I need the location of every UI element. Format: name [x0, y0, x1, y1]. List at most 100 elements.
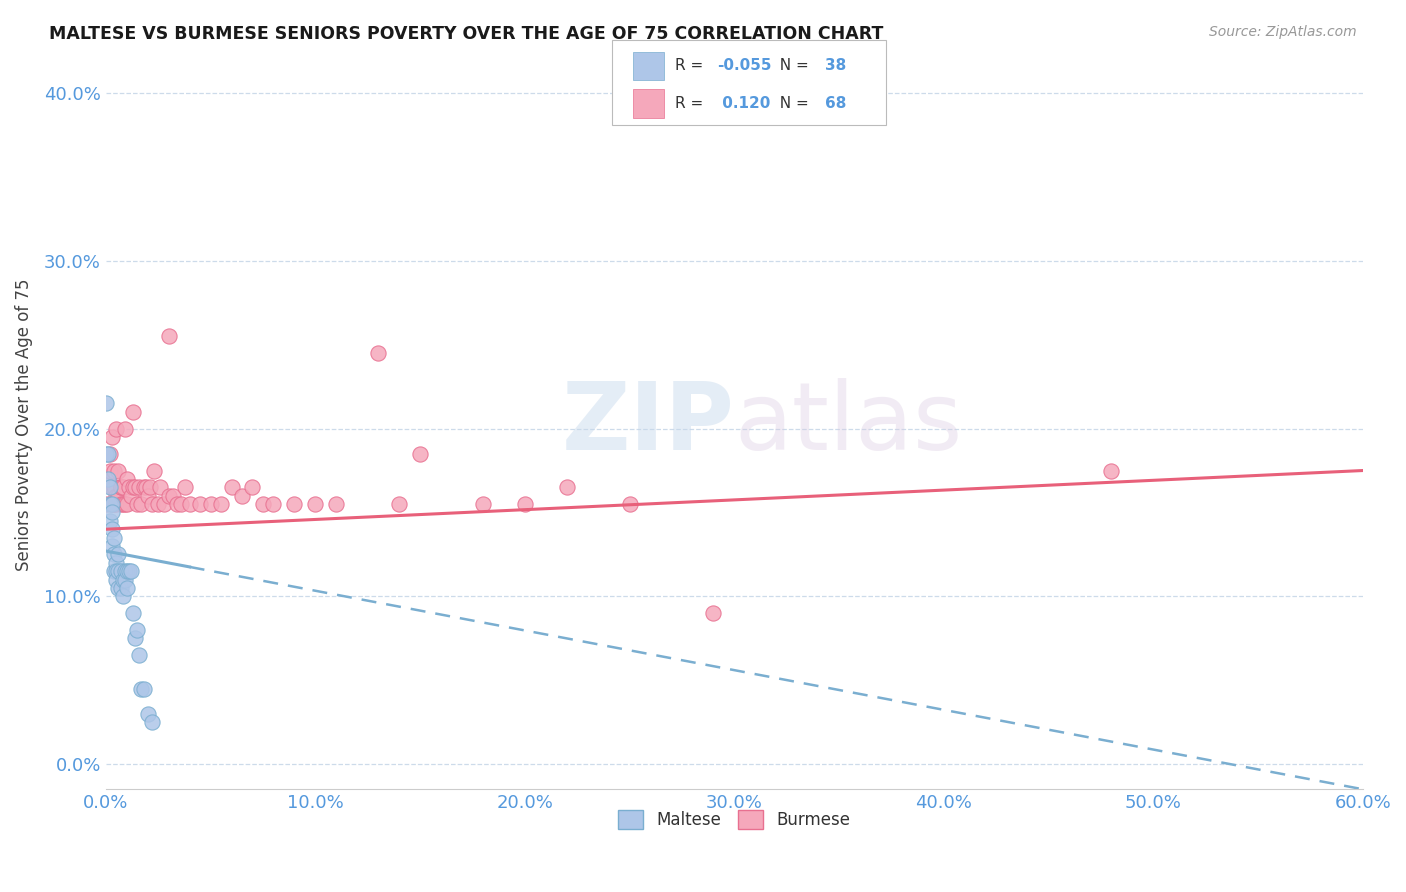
Point [105, 489, 128, 503]
Text: 0.120: 0.120 [717, 96, 770, 112]
Point [103, 531, 125, 545]
Point [141, 497, 163, 511]
Point [114, 421, 136, 435]
Point [101, 480, 124, 494]
Point [105, 497, 128, 511]
Legend: Maltese, Burmese: Maltese, Burmese [612, 803, 858, 836]
Point [107, 581, 129, 595]
Point [148, 497, 170, 511]
Point [262, 497, 284, 511]
Point [105, 564, 128, 578]
Point [179, 497, 201, 511]
Point [105, 421, 128, 435]
Point [110, 581, 132, 595]
Point [702, 606, 724, 620]
Text: -0.055: -0.055 [717, 58, 772, 73]
Point [122, 606, 145, 620]
Point [114, 573, 136, 587]
Point [114, 497, 136, 511]
Point [136, 489, 159, 503]
Point [200, 497, 222, 511]
Point [132, 480, 155, 494]
Point [103, 480, 125, 494]
Point [157, 329, 180, 343]
Point [132, 681, 155, 696]
Point [111, 480, 134, 494]
Point [101, 506, 124, 520]
Point [128, 480, 150, 494]
Point [166, 497, 188, 511]
Point [242, 480, 264, 494]
Point [157, 489, 180, 503]
Point [1099, 464, 1122, 478]
Point [149, 480, 172, 494]
Point [367, 346, 389, 360]
Point [231, 489, 253, 503]
Text: R =: R = [675, 58, 709, 73]
Point [110, 564, 132, 578]
Point [221, 480, 243, 494]
Point [122, 480, 145, 494]
Point [115, 564, 138, 578]
Point [141, 715, 163, 730]
Point [304, 497, 326, 511]
Point [115, 472, 138, 486]
Point [122, 405, 145, 419]
Point [139, 480, 162, 494]
Point [170, 497, 193, 511]
Point [110, 480, 132, 494]
Point [105, 573, 128, 587]
Text: MALTESE VS BURMESE SENIORS POVERTY OVER THE AGE OF 75 CORRELATION CHART: MALTESE VS BURMESE SENIORS POVERTY OVER … [49, 25, 883, 43]
Point [115, 581, 138, 595]
Point [107, 489, 129, 503]
Point [471, 497, 494, 511]
Point [188, 497, 211, 511]
Point [107, 464, 129, 478]
Point [127, 497, 149, 511]
Point [101, 430, 124, 444]
Point [103, 564, 125, 578]
Text: ZIP: ZIP [561, 378, 734, 470]
Point [124, 632, 146, 646]
Point [118, 480, 141, 494]
Point [101, 497, 124, 511]
Point [97, 472, 120, 486]
Point [98, 464, 121, 478]
Point [118, 564, 141, 578]
Point [127, 623, 149, 637]
Point [120, 564, 142, 578]
Text: Source: ZipAtlas.com: Source: ZipAtlas.com [1209, 25, 1357, 39]
Point [283, 497, 305, 511]
Point [115, 497, 138, 511]
Point [388, 497, 411, 511]
Text: N =: N = [770, 96, 814, 112]
Point [124, 480, 146, 494]
Point [135, 480, 157, 494]
Point [209, 497, 232, 511]
Point [97, 447, 120, 461]
Point [94, 396, 117, 410]
Point [105, 556, 128, 570]
Text: 38: 38 [825, 58, 846, 73]
Point [153, 497, 176, 511]
Point [111, 497, 134, 511]
Point [94, 447, 117, 461]
Point [111, 573, 134, 587]
Point [174, 480, 197, 494]
Point [128, 648, 150, 662]
Point [555, 480, 578, 494]
Point [131, 497, 153, 511]
Point [110, 497, 132, 511]
Y-axis label: Seniors Poverty Over the Age of 75: Seniors Poverty Over the Age of 75 [15, 278, 32, 571]
Point [131, 681, 153, 696]
Text: N =: N = [770, 58, 814, 73]
Text: R =: R = [675, 96, 709, 112]
Point [101, 497, 124, 511]
Point [98, 480, 121, 494]
Point [107, 564, 129, 578]
Point [111, 590, 134, 604]
Point [162, 489, 184, 503]
Text: 68: 68 [825, 96, 846, 112]
Point [103, 464, 125, 478]
Point [98, 514, 121, 528]
